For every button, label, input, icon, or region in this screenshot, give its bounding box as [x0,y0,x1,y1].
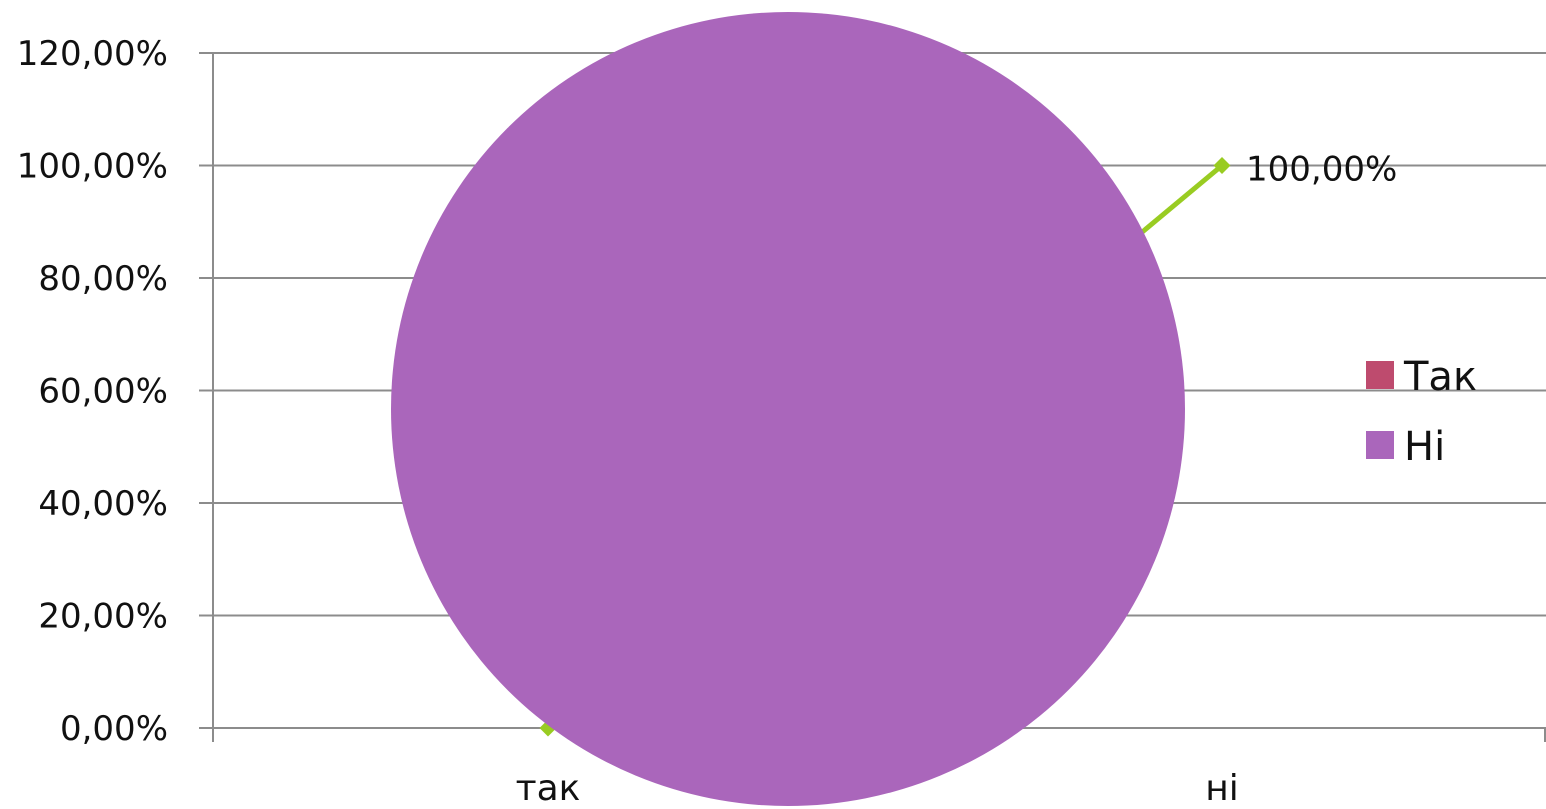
axis-layer: 0,00% 20,00% 40,00% 60,00% 80,00% 100,00% 120,… [17,34,1546,809]
legend-label: Так [1403,354,1477,400]
y-tick-label: 80,00% [38,259,168,299]
x-tick-label: ні [1205,768,1239,809]
legend-label: Ні [1404,424,1445,470]
pie-slice [391,12,1185,806]
label-layer: 100,00% [1246,150,1397,190]
x-tick-label: так [516,768,581,809]
legend-layer: Так Ні [1366,354,1477,470]
y-tick-label: 20,00% [38,597,168,637]
pie-layer [391,12,1185,806]
y-tick-label: 120,00% [17,34,168,74]
y-tick-label: 60,00% [38,372,168,412]
y-tick-label: 0,00% [60,709,168,749]
y-tick-label: 100,00% [17,147,168,187]
legend-swatch [1366,431,1394,459]
data-label: 100,00% [1246,150,1397,190]
legend-swatch [1366,361,1394,389]
y-tick-label: 40,00% [38,484,168,524]
